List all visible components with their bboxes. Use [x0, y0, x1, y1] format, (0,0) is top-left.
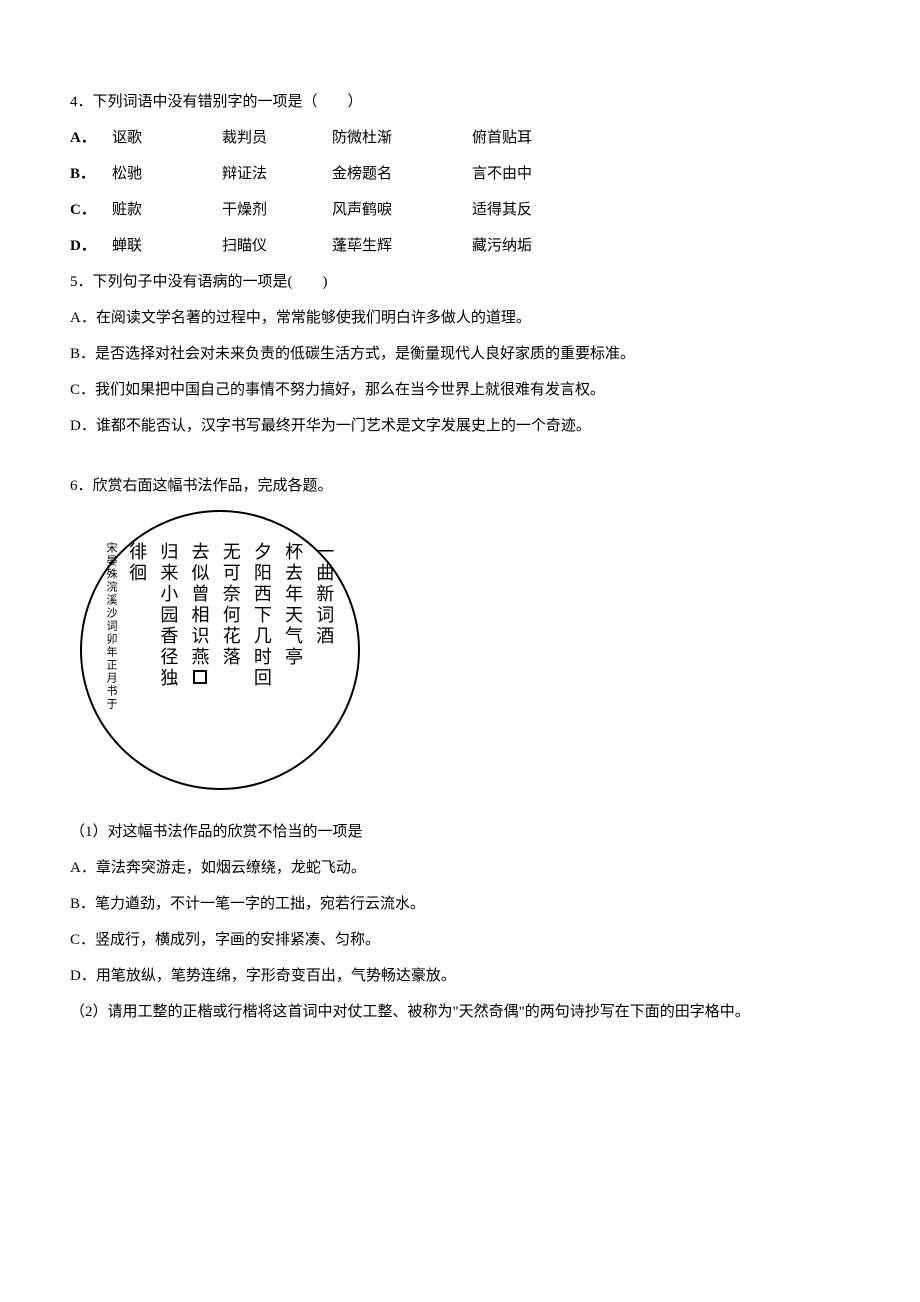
q6-sub1-b: B．笔力遒劲，不计一笔一字的工拙，宛若行云流水。: [70, 892, 850, 916]
cal-signature: 宋晏殊浣溪沙词卯年正月书于: [104, 542, 118, 758]
q6-sub1-a: A．章法奔突游走，如烟云缭绕，龙蛇飞动。: [70, 856, 850, 880]
q4-option-c: C． 赃款 干燥剂 风声鹤唳 适得其反: [70, 198, 850, 222]
q4-b-label: B．: [70, 162, 112, 186]
cal-col-4: 去似曾相识燕: [186, 542, 211, 758]
q4-option-a: A． 讴歌 裁判员 防微杜渐 俯首贴耳: [70, 126, 850, 150]
q6-sub1-c: C．竖成行，横成列，字画的安排紧凑、匀称。: [70, 928, 850, 952]
q4-c-c1: 赃款: [112, 198, 222, 222]
q4-d-label: D．: [70, 234, 112, 258]
q5-option-c: C．我们如果把中国自己的事情不努力搞好，那么在当今世界上就很难有发言权。: [70, 378, 850, 402]
q4-a-c2: 裁判员: [222, 126, 332, 150]
q4-b-c2: 辩证法: [222, 162, 332, 186]
q4-d-c2: 扫瞄仪: [222, 234, 332, 258]
q4-c-label: C．: [70, 198, 112, 222]
q4-option-b: B． 松驰 辩证法 金榜题名 言不由中: [70, 162, 850, 186]
q4-a-c4: 俯首贴耳: [472, 126, 612, 150]
q4-a-c3: 防微杜渐: [332, 126, 472, 150]
q4-prompt: 4．下列词语中没有错别字的一项是（ ）: [70, 90, 850, 114]
q5-option-b: B．是否选择对社会对未来负责的低碳生活方式，是衡量现代人良好家质的重要标准。: [70, 342, 850, 366]
q4-option-d: D． 蝉联 扫瞄仪 蓬荜生辉 藏污纳垢: [70, 234, 850, 258]
q5-option-d: D．谁都不能否认，汉字书写最终开华为一门艺术是文字发展史上的一个奇迹。: [70, 414, 850, 438]
q4-c-c2: 干燥剂: [222, 198, 332, 222]
q4-b-c4: 言不由中: [472, 162, 612, 186]
q4-d-c1: 蝉联: [112, 234, 222, 258]
calligraphy-wrap: 一曲新词酒 杯去年天气亭 夕阳西下几时回 无可奈何花落 去似曾相识燕 归来小园香…: [70, 510, 850, 800]
spacer: [70, 450, 850, 474]
q4-b-c3: 金榜题名: [332, 162, 472, 186]
q6-sub1-prompt: （1）对这幅书法作品的欣赏不恰当的一项是: [70, 820, 850, 844]
q4-d-c4: 藏污纳垢: [472, 234, 612, 258]
cal-col-0: 一曲新词酒: [311, 542, 336, 758]
cal-col-1: 杯去年天气亭: [280, 542, 305, 758]
q4-d-c3: 蓬荜生辉: [332, 234, 472, 258]
q6-prompt: 6．欣赏右面这幅书法作品，完成各题。: [70, 474, 850, 498]
q6-sub2-prompt: （2）请用工整的正楷或行楷将这首词中对仗工整、被称为"天然奇偶"的两句诗抄写在下…: [70, 1000, 850, 1024]
q4-a-label: A．: [70, 126, 112, 150]
q6-sub1-d: D．用笔放纵，笔势连绵，字形奇变百出，气势畅达豪放。: [70, 964, 850, 988]
cal-col-6: 徘徊: [124, 542, 149, 758]
cal-col-3: 无可奈何花落: [218, 542, 243, 758]
q4-c-c3: 风声鹤唳: [332, 198, 472, 222]
question-4: 4．下列词语中没有错别字的一项是（ ） A． 讴歌 裁判员 防微杜渐 俯首贴耳 …: [70, 90, 850, 258]
q5-prompt: 5．下列句子中没有语病的一项是( ): [70, 270, 850, 294]
question-5: 5．下列句子中没有语病的一项是( ) A．在阅读文学名著的过程中，常常能够使我们…: [70, 270, 850, 438]
q4-a-c1: 讴歌: [112, 126, 222, 150]
cal-col-2: 夕阳西下几时回: [249, 542, 274, 758]
cal-col-4-text: 去似曾相识燕: [190, 542, 210, 668]
calligraphy-columns: 一曲新词酒 杯去年天气亭 夕阳西下几时回 无可奈何花落 去似曾相识燕 归来小园香…: [104, 542, 337, 758]
cal-col-5: 归来小园香径独: [155, 542, 180, 758]
q4-b-c1: 松驰: [112, 162, 222, 186]
calligraphy-circle: 一曲新词酒 杯去年天气亭 夕阳西下几时回 无可奈何花落 去似曾相识燕 归来小园香…: [80, 510, 360, 790]
q4-c-c4: 适得其反: [472, 198, 612, 222]
seal-icon: [193, 670, 207, 684]
calligraphy-image: 一曲新词酒 杯去年天气亭 夕阳西下几时回 无可奈何花落 去似曾相识燕 归来小园香…: [70, 510, 380, 800]
q5-option-a: A．在阅读文学名著的过程中，常常能够使我们明白许多做人的道理。: [70, 306, 850, 330]
question-6: 6．欣赏右面这幅书法作品，完成各题。 一曲新词酒 杯去年天气亭 夕阳西下几时回 …: [70, 474, 850, 1024]
